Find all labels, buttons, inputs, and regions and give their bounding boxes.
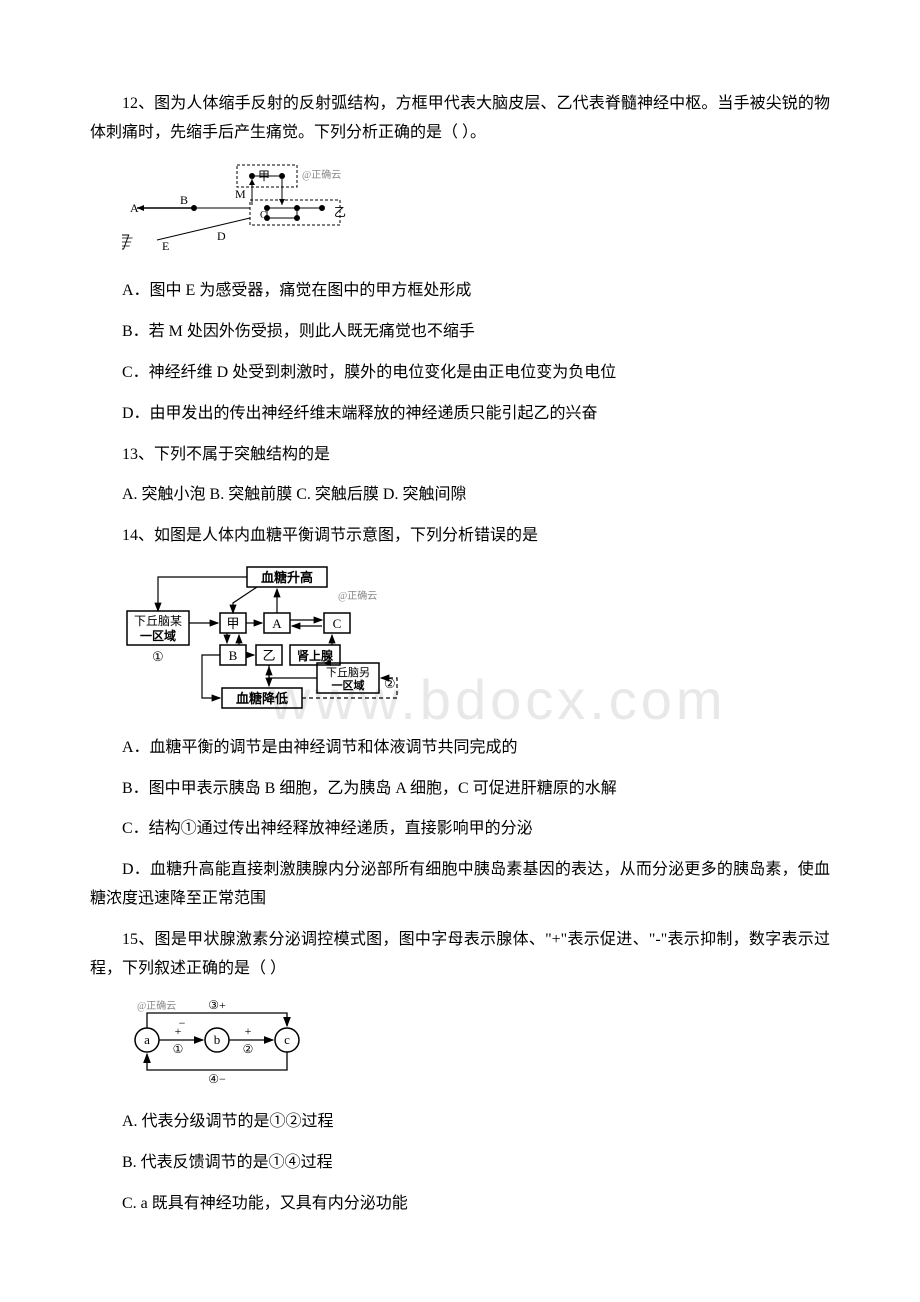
q15-fig-watermark: @正确云 [137, 999, 176, 1012]
q12-option-C: C．神经纤维 D 处受到刺激时，膜外的电位变化是由正电位变为负电位 [90, 359, 830, 388]
q15-stem: 15、图是甲状腺激素分泌调控模式图，图中字母表示腺体、"+"表示促进、"-"表示… [90, 926, 830, 984]
q14-fig-watermark: @正确云 [338, 589, 377, 602]
q14-option-C: C．结构①通过传出神经释放神经递质，直接影响甲的分泌 [90, 815, 830, 844]
q14-label-circle1: ① [152, 649, 164, 664]
content-wrapper: 12、图为人体缩手反射的反射弧结构，方框甲代表大脑皮层、乙代表脊髓神经中枢。当手… [90, 90, 830, 1219]
q14-label-yi: 乙 [262, 648, 275, 663]
q15-label-n4: ④− [208, 1072, 226, 1085]
q12-effector-icon [122, 235, 133, 249]
q14-label-B: B [229, 648, 238, 663]
q15-option-A: A. 代表分级调节的是①②过程 [90, 1108, 830, 1137]
q14-label-high: 血糖升高 [261, 570, 313, 585]
q14-option-A: A．血糖平衡的调节是由神经调节和体液调节共同完成的 [90, 734, 830, 763]
q14-label-hypo2b: 一区域 [332, 678, 365, 692]
svg-text:C: C [260, 210, 267, 221]
q15-figure: @正确云 a b c + ① + ② ③+ [122, 995, 830, 1096]
q12-option-D: D．由甲发出的传出神经纤维末端释放的神经递质只能引起乙的兴奋 [90, 400, 830, 429]
q12-stem: 12、图为人体缩手反射的反射弧结构，方框甲代表大脑皮层、乙代表脊髓神经中枢。当手… [90, 90, 830, 148]
q12-label-B: B [180, 193, 188, 207]
q14-label-C: C [333, 616, 342, 631]
q12-label-M: M [235, 187, 246, 201]
q14-label-low: 血糖降低 [236, 691, 288, 706]
q14-option-B: B．图中甲表示胰岛 B 细胞，乙为胰岛 A 细胞，C 可促进肝糖原的水解 [90, 775, 830, 804]
q12-option-A: A．图中 E 为感受器，痛觉在图中的甲方框处形成 [90, 277, 830, 306]
page-container: www.bdocx.com 12、图为人体缩手反射的反射弧结构，方框甲代表大脑皮… [90, 90, 830, 1219]
q14-label-hypo2a: 下丘脑另 [326, 666, 370, 679]
q15-option-B: B. 代表反馈调节的是①④过程 [90, 1149, 830, 1178]
q14-label-A: A [272, 616, 282, 631]
q15-option-C: C. a 既具有神经功能，又具有内分泌功能 [90, 1190, 830, 1219]
q14-label-hypo1a: 下丘脑某 [134, 614, 182, 628]
q15-label-n1: ① [173, 1042, 184, 1056]
q15-label-b: b [214, 1032, 221, 1047]
q13-stem: 13、下列不属于突触结构的是 [90, 441, 830, 470]
q12-option-B: B．若 M 处因外伤受损，则此人既无痛觉也不缩手 [90, 318, 830, 347]
q12-fig-watermark: @正确云 [302, 168, 341, 181]
q15-label-plus2: + [245, 1024, 252, 1038]
q12-label-A: A [130, 201, 139, 215]
q14-label-hypo1b: 一区域 [140, 628, 176, 643]
q12-label-E: E [162, 239, 169, 253]
q14-label-jia: 甲 [226, 616, 239, 631]
q14-label-adrenal: 肾上腺 [297, 648, 334, 663]
q13-options: A. 突触小泡 B. 突触前膜 C. 突触后膜 D. 突触间隙 [90, 481, 830, 510]
q14-stem: 14、如图是人体内血糖平衡调节示意图，下列分析错误的是 [90, 522, 830, 551]
q15-label-c: c [284, 1032, 290, 1047]
q15-label-minus: − [179, 1016, 186, 1030]
q15-label-a: a [144, 1032, 150, 1047]
q12-figure: 甲 @正确云 乙 M [122, 160, 830, 266]
q12-label-yi: 乙 [334, 205, 346, 219]
q12-label-D: D [217, 229, 226, 243]
q15-label-n2: ② [243, 1042, 254, 1056]
q14-figure: 血糖升高 @正确云 下丘脑某 一区域 ① 甲 A C B [122, 563, 830, 722]
q15-label-n3: ③+ [208, 998, 226, 1012]
q14-option-D: D．血糖升高能直接刺激胰腺内分泌部所有细胞中胰岛素基因的表达，从而分泌更多的胰岛… [90, 856, 830, 914]
